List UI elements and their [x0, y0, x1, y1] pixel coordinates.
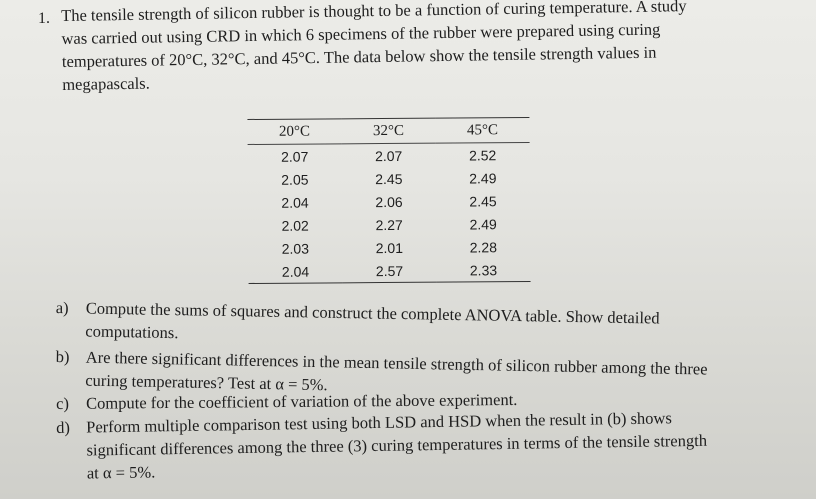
table-cell: 2.45	[375, 170, 403, 187]
table-cell: 2.06	[375, 193, 403, 210]
table-row: 2.04 2.57 2.33	[248, 258, 531, 284]
table-header-row: 20°C 32°C 45°C	[247, 117, 530, 145]
tensile-strength-table: 20°C 32°C 45°C 2.07 2.07 2.52 2.05 2.45 …	[247, 117, 531, 284]
table-cell: 2.01	[375, 239, 404, 256]
question-parts: a) Compute the sums of squares and const…	[56, 296, 796, 485]
table-cell: 2.57	[342, 258, 437, 283]
table-cell: 2.45	[469, 192, 497, 209]
table-cell: 2.04	[281, 194, 309, 211]
part-letter: d)	[56, 417, 71, 437]
table-cell: 2.49	[469, 169, 497, 186]
table-cell: 2.05	[281, 171, 309, 188]
table-cell: 2.28	[469, 238, 498, 255]
table-cell: 2.27	[375, 216, 403, 233]
column-header-45c: 45°C	[435, 117, 530, 144]
part-letter: c)	[56, 393, 70, 413]
table-cell: 2.04	[248, 259, 343, 284]
table-cell: 2.02	[281, 217, 309, 234]
part-a: a) Compute the sums of squares and const…	[55, 296, 796, 355]
table-row: 2.02 2.27 2.49	[248, 212, 530, 237]
table-row: 2.05 2.45 2.49	[248, 166, 530, 191]
table-cell: 2.49	[469, 215, 497, 232]
table-cell: 2.52	[469, 146, 497, 163]
table-cell: 2.07	[281, 148, 309, 165]
table-row: 2.03 2.01 2.28	[248, 235, 530, 260]
table-cell: 2.03	[281, 240, 310, 257]
table-row: 2.07 2.07 2.52	[248, 143, 530, 168]
column-header-20c: 20°C	[247, 118, 342, 145]
question-number: 1.	[38, 10, 50, 27]
part-letter: a)	[55, 297, 69, 318]
part-letter: b)	[55, 346, 70, 367]
table-cell: 2.33	[436, 258, 531, 283]
column-header-32c: 32°C	[341, 118, 436, 144]
table-cell: 2.07	[375, 147, 403, 164]
table-row: 2.04 2.06 2.45	[248, 189, 530, 214]
part-d: d) Perform multiple comparison test usin…	[56, 404, 797, 485]
question-intro: The tensile strength of silicon rubber i…	[61, 0, 782, 96]
